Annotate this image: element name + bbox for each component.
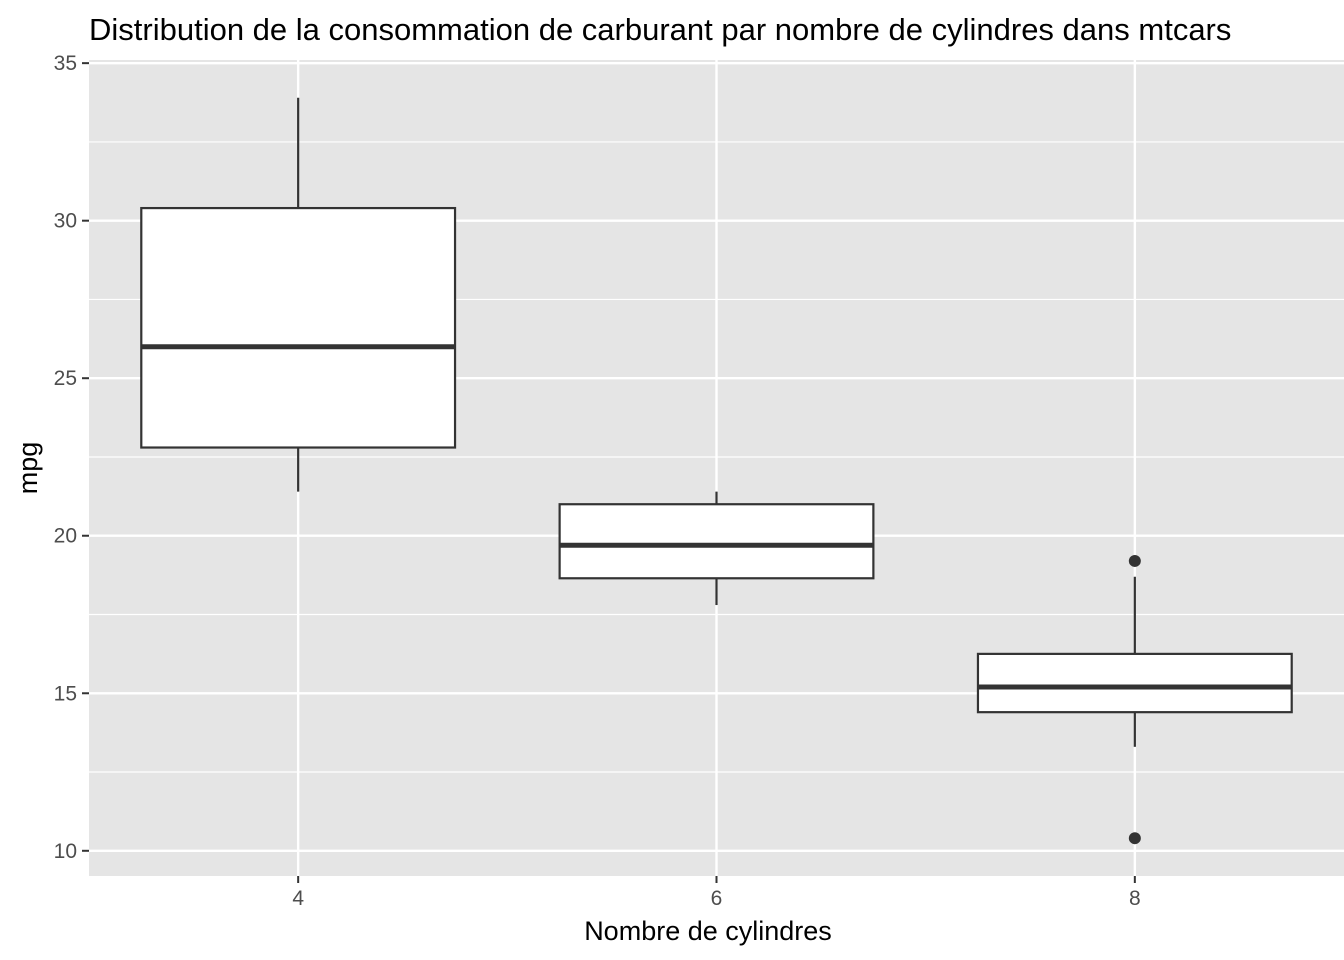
boxplot-4 — [140, 97, 457, 492]
y-tick-label: 25 — [54, 367, 77, 390]
x-tick-label: 6 — [711, 887, 723, 910]
outlier-point — [1128, 554, 1141, 567]
boxplot-6 — [558, 491, 875, 606]
iqr-box — [140, 206, 457, 449]
iqr-box — [976, 652, 1293, 714]
y-tick-label: 35 — [54, 52, 77, 75]
y-axis-title: mpg — [13, 442, 43, 495]
y-tick-label: 30 — [54, 210, 77, 233]
x-tick-label: 8 — [1129, 887, 1141, 910]
boxplot-8 — [976, 554, 1293, 845]
x-axis-title: Nombre de cylindres — [584, 916, 832, 946]
iqr-box — [558, 503, 875, 580]
y-tick-label: 10 — [54, 840, 77, 863]
chart-title: Distribution de la consommation de carbu… — [89, 12, 1231, 47]
y-tick-label: 15 — [54, 682, 77, 705]
y-tick-label: 20 — [54, 525, 77, 548]
box-marks — [140, 97, 1293, 845]
axes: 10 15 20 25 30 35 4 6 8 — [54, 52, 1141, 910]
outlier-point — [1128, 832, 1141, 845]
x-tick-label: 4 — [292, 887, 304, 910]
